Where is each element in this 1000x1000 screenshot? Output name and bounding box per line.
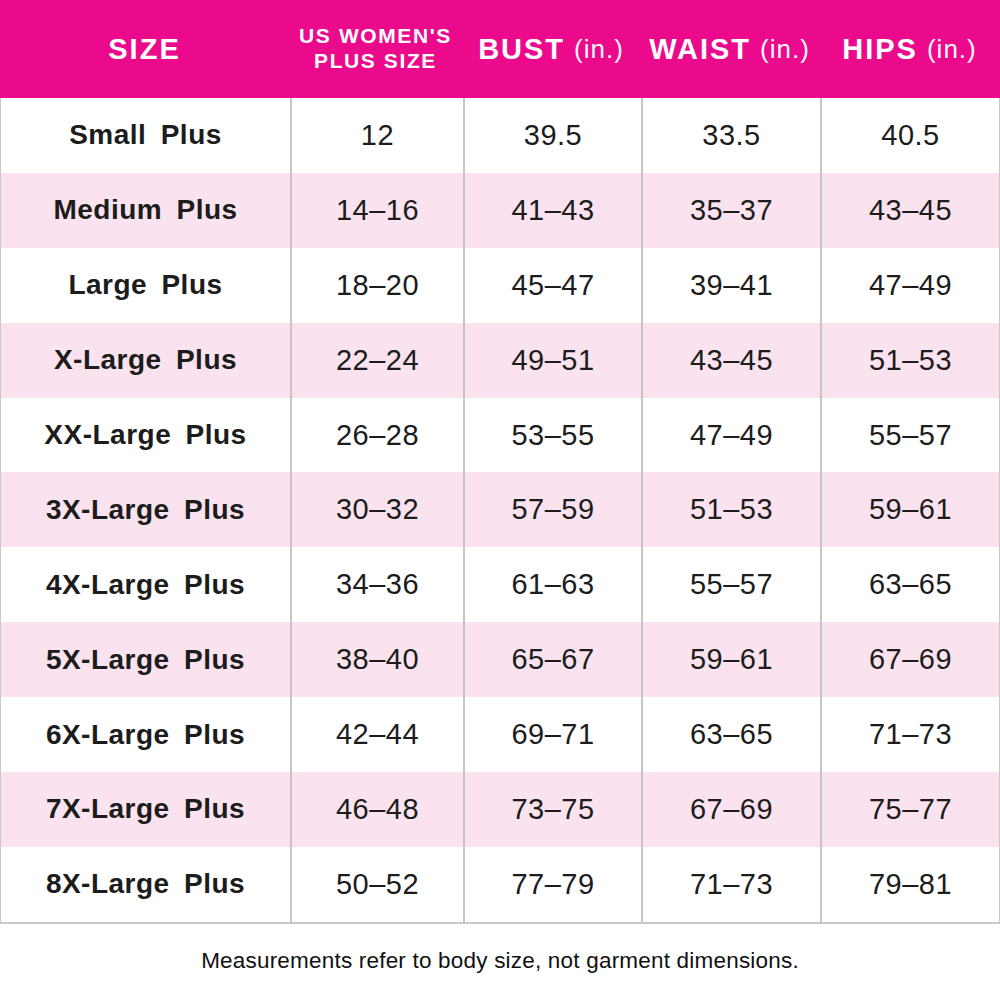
- cell-us-plus-size: 12: [290, 98, 463, 173]
- header-cell-us-plus-size: US WOMEN'S PLUS SIZE: [289, 0, 462, 98]
- cell-size: Medium Plus: [1, 173, 290, 248]
- cell-us-plus-size: 18–20: [290, 248, 463, 323]
- cell-hips: 55–57: [820, 398, 999, 473]
- table-row: 3X-Large Plus 30–32 57–59 51–53 59–61: [1, 472, 999, 547]
- cell-waist: 55–57: [641, 547, 820, 622]
- cell-hips: 71–73: [820, 697, 999, 772]
- cell-bust: 73–75: [463, 772, 641, 847]
- cell-bust: 45–47: [463, 248, 641, 323]
- cell-waist: 59–61: [641, 622, 820, 697]
- cell-us-plus-size: 22–24: [290, 323, 463, 398]
- cell-hips: 67–69: [820, 622, 999, 697]
- table-row: 4X-Large Plus 34–36 61–63 55–57 63–65: [1, 547, 999, 622]
- us-plus-size-line2: PLUS SIZE: [299, 49, 452, 74]
- measurement-disclaimer: Measurements refer to body size, not gar…: [0, 948, 1000, 974]
- cell-waist: 67–69: [641, 772, 820, 847]
- cell-hips: 59–61: [820, 472, 999, 547]
- table-row: XX-Large Plus 26–28 53–55 47–49 55–57: [1, 398, 999, 473]
- table-row: Small Plus 12 39.5 33.5 40.5: [1, 98, 999, 173]
- cell-us-plus-size: 38–40: [290, 622, 463, 697]
- table-row: X-Large Plus 22–24 49–51 43–45 51–53: [1, 323, 999, 398]
- cell-size: Small Plus: [1, 98, 290, 173]
- cell-bust: 53–55: [463, 398, 641, 473]
- cell-size: 8X-Large Plus: [1, 847, 290, 922]
- size-chart-table: SIZE US WOMEN'S PLUS SIZE BUST (in.) WAI…: [0, 0, 1000, 924]
- cell-bust: 69–71: [463, 697, 641, 772]
- cell-us-plus-size: 34–36: [290, 547, 463, 622]
- cell-waist: 63–65: [641, 697, 820, 772]
- cell-waist: 71–73: [641, 847, 820, 922]
- cell-bust: 57–59: [463, 472, 641, 547]
- cell-us-plus-size: 26–28: [290, 398, 463, 473]
- cell-bust: 41–43: [463, 173, 641, 248]
- cell-size: 3X-Large Plus: [1, 472, 290, 547]
- cell-waist: 39–41: [641, 248, 820, 323]
- header-cell-size: SIZE: [0, 0, 289, 98]
- cell-size: 5X-Large Plus: [1, 622, 290, 697]
- cell-bust: 49–51: [463, 323, 641, 398]
- size-column-label: SIZE: [108, 33, 180, 66]
- cell-us-plus-size: 14–16: [290, 173, 463, 248]
- cell-size: 6X-Large Plus: [1, 697, 290, 772]
- cell-hips: 79–81: [820, 847, 999, 922]
- cell-bust: 61–63: [463, 547, 641, 622]
- us-plus-size-line1: US WOMEN'S: [299, 24, 452, 49]
- us-plus-size-column-label: US WOMEN'S PLUS SIZE: [299, 24, 452, 74]
- table-row: 5X-Large Plus 38–40 65–67 59–61 67–69: [1, 622, 999, 697]
- waist-column-label: WAIST: [649, 33, 751, 66]
- bust-column-label: BUST: [478, 33, 565, 66]
- header-cell-bust: BUST (in.): [462, 0, 640, 98]
- cell-us-plus-size: 30–32: [290, 472, 463, 547]
- table-row: Medium Plus 14–16 41–43 35–37 43–45: [1, 173, 999, 248]
- cell-waist: 35–37: [641, 173, 820, 248]
- cell-size: 4X-Large Plus: [1, 547, 290, 622]
- cell-size: X-Large Plus: [1, 323, 290, 398]
- table-row: 6X-Large Plus 42–44 69–71 63–65 71–73: [1, 697, 999, 772]
- cell-us-plus-size: 42–44: [290, 697, 463, 772]
- cell-hips: 43–45: [820, 173, 999, 248]
- hips-column-label: HIPS: [842, 33, 918, 66]
- cell-hips: 75–77: [820, 772, 999, 847]
- header-cell-hips: HIPS (in.): [819, 0, 1000, 98]
- cell-bust: 65–67: [463, 622, 641, 697]
- cell-size: 7X-Large Plus: [1, 772, 290, 847]
- table-row: 8X-Large Plus 50–52 77–79 71–73 79–81: [1, 847, 999, 922]
- cell-hips: 63–65: [820, 547, 999, 622]
- cell-size: Large Plus: [1, 248, 290, 323]
- cell-us-plus-size: 50–52: [290, 847, 463, 922]
- cell-waist: 51–53: [641, 472, 820, 547]
- table-header-row: SIZE US WOMEN'S PLUS SIZE BUST (in.) WAI…: [0, 0, 1000, 98]
- size-chart-page: SIZE US WOMEN'S PLUS SIZE BUST (in.) WAI…: [0, 0, 1000, 1000]
- hips-unit-label: (in.): [927, 34, 977, 65]
- table-row: 7X-Large Plus 46–48 73–75 67–69 75–77: [1, 772, 999, 847]
- cell-hips: 40.5: [820, 98, 999, 173]
- cell-size: XX-Large Plus: [1, 398, 290, 473]
- cell-bust: 77–79: [463, 847, 641, 922]
- cell-waist: 47–49: [641, 398, 820, 473]
- cell-hips: 47–49: [820, 248, 999, 323]
- cell-waist: 33.5: [641, 98, 820, 173]
- table-row: Large Plus 18–20 45–47 39–41 47–49: [1, 248, 999, 323]
- cell-waist: 43–45: [641, 323, 820, 398]
- cell-hips: 51–53: [820, 323, 999, 398]
- cell-us-plus-size: 46–48: [290, 772, 463, 847]
- header-cell-waist: WAIST (in.): [640, 0, 819, 98]
- cell-bust: 39.5: [463, 98, 641, 173]
- waist-unit-label: (in.): [760, 34, 810, 65]
- bust-unit-label: (in.): [574, 34, 624, 65]
